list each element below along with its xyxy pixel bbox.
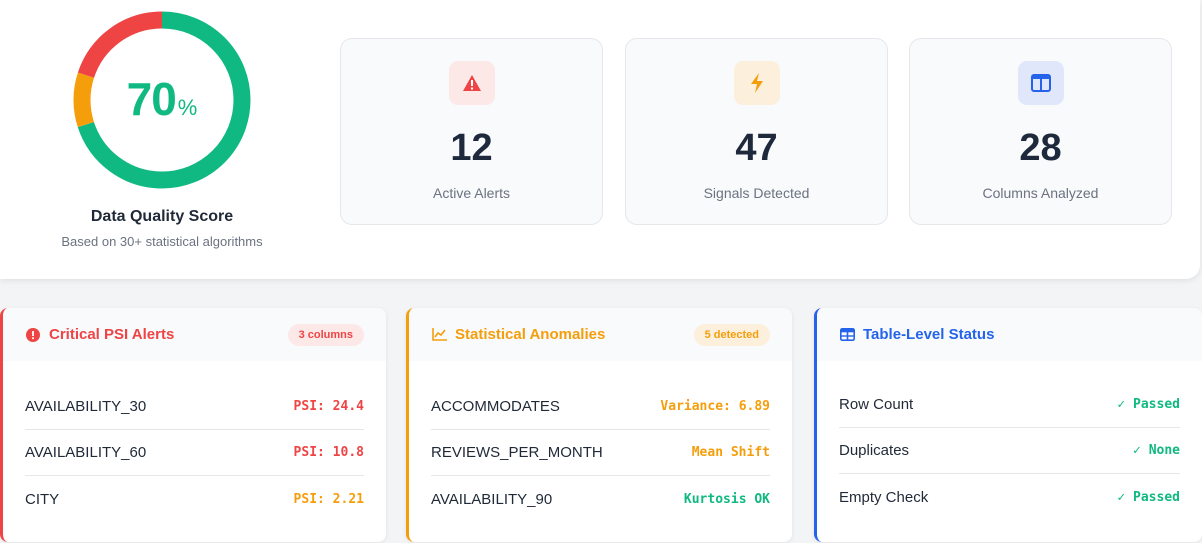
stat-card-signals-detected: 47 Signals Detected xyxy=(625,38,888,225)
checkmark-icon: ✓ xyxy=(1117,489,1134,505)
panel-title: Table-Level Status xyxy=(863,326,995,343)
check-name: Row Count xyxy=(839,396,914,413)
chart-line-icon xyxy=(431,327,447,343)
stat-card-active-alerts: 12 Active Alerts xyxy=(340,38,603,225)
count-badge: 5 detected xyxy=(693,323,770,346)
stat-value: 28 xyxy=(1019,127,1062,169)
psi-alerts-panel: Critical PSI Alerts 3 columns AVAILABILI… xyxy=(0,308,386,542)
lightning-icon xyxy=(734,61,780,105)
check-result: ✓ None xyxy=(1133,443,1180,458)
psi-value: PSI: 2.21 xyxy=(293,491,364,507)
score-label: Data Quality Score xyxy=(90,208,234,225)
column-name: AVAILABILITY_30 xyxy=(25,398,147,415)
score-number: 70 xyxy=(126,73,177,125)
check-result: ✓ Passed xyxy=(1117,397,1180,412)
column-name: ACCOMMODATES xyxy=(431,398,560,415)
column-name: AVAILABILITY_90 xyxy=(431,490,553,508)
panel-header: Statistical Anomalies 5 detected xyxy=(409,308,792,361)
table-icon xyxy=(839,327,855,343)
gauge-segment-warning xyxy=(73,11,251,189)
list-item[interactable]: CITY PSI: 2.21 xyxy=(25,476,364,522)
list-item[interactable]: AVAILABILITY_60 PSI: 10.8 xyxy=(25,430,364,476)
check-result-text: Passed xyxy=(1133,489,1180,505)
stat-label: Columns Analyzed xyxy=(982,185,1099,201)
stat-label: Signals Detected xyxy=(703,185,810,201)
check-result-text: None xyxy=(1148,443,1180,458)
anomalies-panel: Statistical Anomalies 5 detected ACCOMMO… xyxy=(406,308,792,542)
anomaly-list: ACCOMMODATES Variance: 6.89 REVIEWS_PER_… xyxy=(431,384,770,522)
stat-value: 12 xyxy=(450,127,493,169)
panel-header: Table-Level Status xyxy=(817,308,1202,361)
check-name: Duplicates xyxy=(839,442,910,459)
column-name: CITY xyxy=(25,490,60,508)
count-badge: 3 columns xyxy=(287,323,364,346)
anomaly-value: Kurtosis OK xyxy=(683,491,770,507)
stat-value: 47 xyxy=(735,127,778,169)
list-item[interactable]: REVIEWS_PER_MONTH Mean Shift xyxy=(431,430,770,476)
check-result: ✓ Passed xyxy=(1117,490,1180,505)
column-name: REVIEWS_PER_MONTH xyxy=(431,444,603,461)
psi-value: PSI: 10.8 xyxy=(293,445,364,460)
list-item[interactable]: Row Count ✓ Passed xyxy=(839,382,1180,428)
quality-score-gauge xyxy=(70,8,254,192)
alert-circle-icon xyxy=(25,327,41,343)
check-result-text: Passed xyxy=(1133,397,1180,412)
table-status-list: Row Count ✓ Passed Duplicates ✓ None Emp… xyxy=(839,382,1180,520)
list-item[interactable]: AVAILABILITY_90 Kurtosis OK xyxy=(431,476,770,522)
checkmark-icon: ✓ xyxy=(1117,397,1134,412)
psi-value: PSI: 24.4 xyxy=(293,399,364,414)
score-unit: % xyxy=(177,95,198,120)
table-status-panel: Table-Level Status Row Count ✓ Passed Du… xyxy=(814,308,1202,542)
gauge-segment-critical xyxy=(73,11,251,189)
checkmark-icon: ✓ xyxy=(1133,443,1149,458)
psi-alert-list: AVAILABILITY_30 PSI: 24.4 AVAILABILITY_6… xyxy=(25,384,364,522)
score-subtitle: Based on 30+ statistical algorithms xyxy=(61,234,263,249)
list-item[interactable]: Empty Check ✓ Passed xyxy=(839,474,1180,520)
stat-label: Active Alerts xyxy=(432,185,511,201)
columns-icon xyxy=(1018,61,1064,105)
stat-card-columns-analyzed: 28 Columns Analyzed xyxy=(909,38,1172,225)
anomaly-value: Mean Shift xyxy=(691,445,770,460)
warning-icon xyxy=(449,61,495,105)
panel-title: Statistical Anomalies xyxy=(455,326,606,343)
column-name: AVAILABILITY_60 xyxy=(25,444,147,461)
anomaly-value: Variance: 6.89 xyxy=(660,399,770,414)
list-item[interactable]: Duplicates ✓ None xyxy=(839,428,1180,474)
list-item[interactable]: ACCOMMODATES Variance: 6.89 xyxy=(431,384,770,430)
summary-card: 70% Data Quality Score Based on 30+ stat… xyxy=(0,0,1200,279)
list-item[interactable]: AVAILABILITY_30 PSI: 24.4 xyxy=(25,384,364,430)
panel-header: Critical PSI Alerts 3 columns xyxy=(3,308,386,361)
quality-score-value: 70% xyxy=(70,72,254,126)
check-name: Empty Check xyxy=(839,488,929,506)
panel-title: Critical PSI Alerts xyxy=(49,326,175,343)
